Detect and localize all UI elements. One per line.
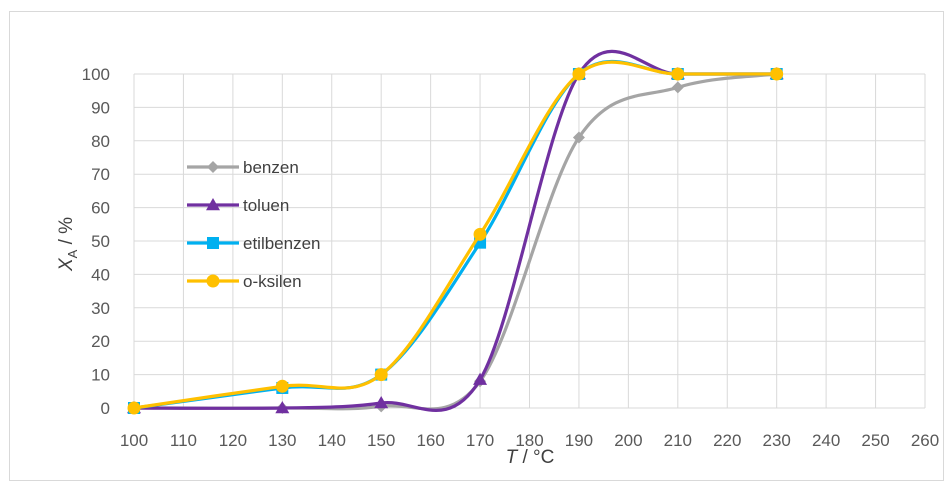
data-point-o-ksilen xyxy=(572,67,586,81)
legend-label-o-ksilen: o-ksilen xyxy=(243,272,302,291)
data-point-toluen xyxy=(275,401,290,414)
x-tick-label: 100 xyxy=(120,431,148,450)
legend-label-etilbenzen: etilbenzen xyxy=(243,234,321,253)
series-etilbenzen xyxy=(128,59,783,414)
data-point-o-ksilen xyxy=(127,401,141,415)
data-point-toluen xyxy=(374,395,389,409)
x-axis-title: T / °C xyxy=(506,447,555,467)
y-tick-label: 90 xyxy=(91,98,110,117)
x-tick-label: 170 xyxy=(466,431,494,450)
data-point-o-ksilen xyxy=(473,227,487,241)
x-tick-label: 250 xyxy=(861,431,889,450)
y-tick-label: 10 xyxy=(91,366,110,385)
x-tick-label: 110 xyxy=(170,431,197,450)
x-tick-label: 230 xyxy=(763,431,791,450)
y-tick-label: 20 xyxy=(91,332,110,351)
x-tick-label: 150 xyxy=(367,431,395,450)
data-point-o-ksilen xyxy=(671,67,685,81)
x-tick-label: 140 xyxy=(318,431,346,450)
y-tick-label: 30 xyxy=(91,299,110,318)
x-tick-label: 190 xyxy=(565,431,593,450)
legend-marker-toluen xyxy=(206,198,220,211)
legend-label-toluen: toluen xyxy=(243,196,289,215)
legend-label-benzen: benzen xyxy=(243,158,299,177)
y-axis-title: XA / % xyxy=(56,217,80,272)
data-point-o-ksilen xyxy=(374,368,388,382)
data-point-o-ksilen xyxy=(275,379,289,393)
data-point-benzen xyxy=(671,81,684,94)
y-tick-label: 100 xyxy=(82,65,110,84)
data-point-benzen xyxy=(572,131,585,144)
series-line-toluen xyxy=(132,49,779,412)
y-tick-label: 70 xyxy=(91,165,110,184)
x-tick-label: 130 xyxy=(268,431,296,450)
y-tick-label: 40 xyxy=(91,265,110,284)
x-tick-label: 260 xyxy=(911,431,939,450)
x-tick-label: 180 xyxy=(515,431,543,450)
series-line-etilbenzen xyxy=(132,59,779,410)
legend-marker-o-ksilen xyxy=(206,274,220,288)
series-line-o-ksilen xyxy=(132,60,779,410)
x-tick-label: 240 xyxy=(812,431,840,450)
x-tick-label: 160 xyxy=(416,431,444,450)
x-tick-label: 210 xyxy=(664,431,692,450)
legend-marker-etilbenzen xyxy=(207,237,219,249)
data-point-o-ksilen xyxy=(770,67,784,81)
y-tick-label: 80 xyxy=(91,132,110,151)
x-tick-label: 220 xyxy=(713,431,741,450)
x-tick-label: 120 xyxy=(219,431,247,450)
line-chart: 100 110 120 130 140 150 160 170 180 190 200 210 220 2… xyxy=(56,49,939,467)
legend-marker-benzen xyxy=(207,161,219,173)
series-toluen xyxy=(127,49,784,414)
series-o-ksilen xyxy=(127,60,784,415)
data-point-toluen xyxy=(473,372,488,385)
y-tick-label: 50 xyxy=(91,232,110,251)
x-tick-label: 200 xyxy=(614,431,642,450)
y-tick-label: 60 xyxy=(91,199,110,218)
y-tick-label: 0 xyxy=(101,399,110,418)
